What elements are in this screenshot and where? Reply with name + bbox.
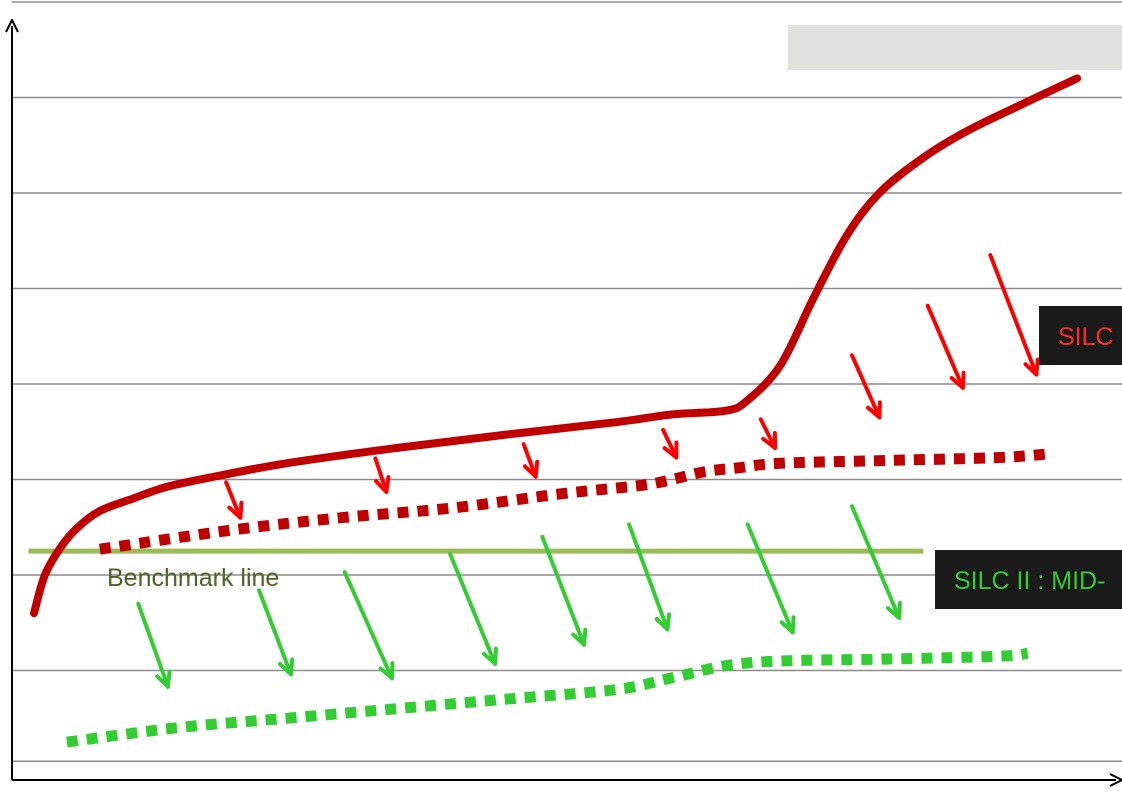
arrow-6 [925,303,966,390]
arrow-head [227,500,244,520]
arrow-shaft [988,253,1039,377]
arrow-shaft [627,522,670,632]
arrow-head [885,601,902,620]
arrow-13 [627,522,671,632]
annotation-silc-ii-box [935,550,1122,609]
arrow-1 [373,456,391,494]
arrow-shaft [342,570,394,681]
arrow-4 [758,417,778,450]
arrow-7 [988,253,1040,377]
arrow-shaft [224,480,243,520]
arrow-2 [521,442,540,479]
arrow-5 [849,353,882,420]
annotation-silc-text: SILC [1058,323,1114,351]
arrow-shaft [136,601,170,689]
arrow-head [1023,357,1040,377]
arrow-shaft [373,456,389,494]
series-layer [30,74,1082,748]
arrow-shaft [257,588,293,677]
arrow-10 [342,570,395,681]
legend-box [788,25,1122,70]
annotation-silc-ii: SILC II : MID- [935,550,1122,609]
annotation-silc-box [1039,306,1122,365]
arrow-head [278,657,295,677]
arrow-head [761,431,778,450]
arrow-layer [136,253,1040,689]
arrow-3 [661,427,679,460]
arrow-0 [224,480,244,520]
arrow-shaft [849,353,882,420]
series-silc-ii-target-line [66,647,1029,748]
arrow-shaft [745,522,795,635]
arrow-15 [849,504,902,620]
arrow-head [571,627,588,647]
series-actual-line [30,74,1082,618]
arrow-head [155,669,172,689]
arrow-head [374,475,391,494]
arrow-12 [540,534,588,647]
arrow-9 [257,588,295,677]
benchmark-label: Benchmark line [107,564,279,592]
arrow-shaft [661,427,679,460]
arrow-shaft [540,534,587,647]
annotation-silc: SILC [1039,306,1122,365]
arrow-head [662,440,679,460]
annotation-silc-ii-text: SILC II : MID- [954,567,1105,595]
arrow-8 [136,601,172,689]
series-silc-target-line [99,448,1051,555]
arrow-shaft [521,442,538,479]
arrow-head [378,661,395,681]
arrow-head [949,370,966,390]
arrow-shaft [758,417,778,450]
arrow-head [522,459,540,479]
arrow-shaft [925,303,965,390]
arrow-14 [745,522,796,635]
arrow-head [866,400,882,420]
arrow-shaft [448,551,498,666]
arrow-11 [448,551,498,666]
arrow-shaft [849,504,902,620]
arrow-head [482,646,498,666]
arrow-head [779,615,796,635]
arrow-head [654,612,671,632]
